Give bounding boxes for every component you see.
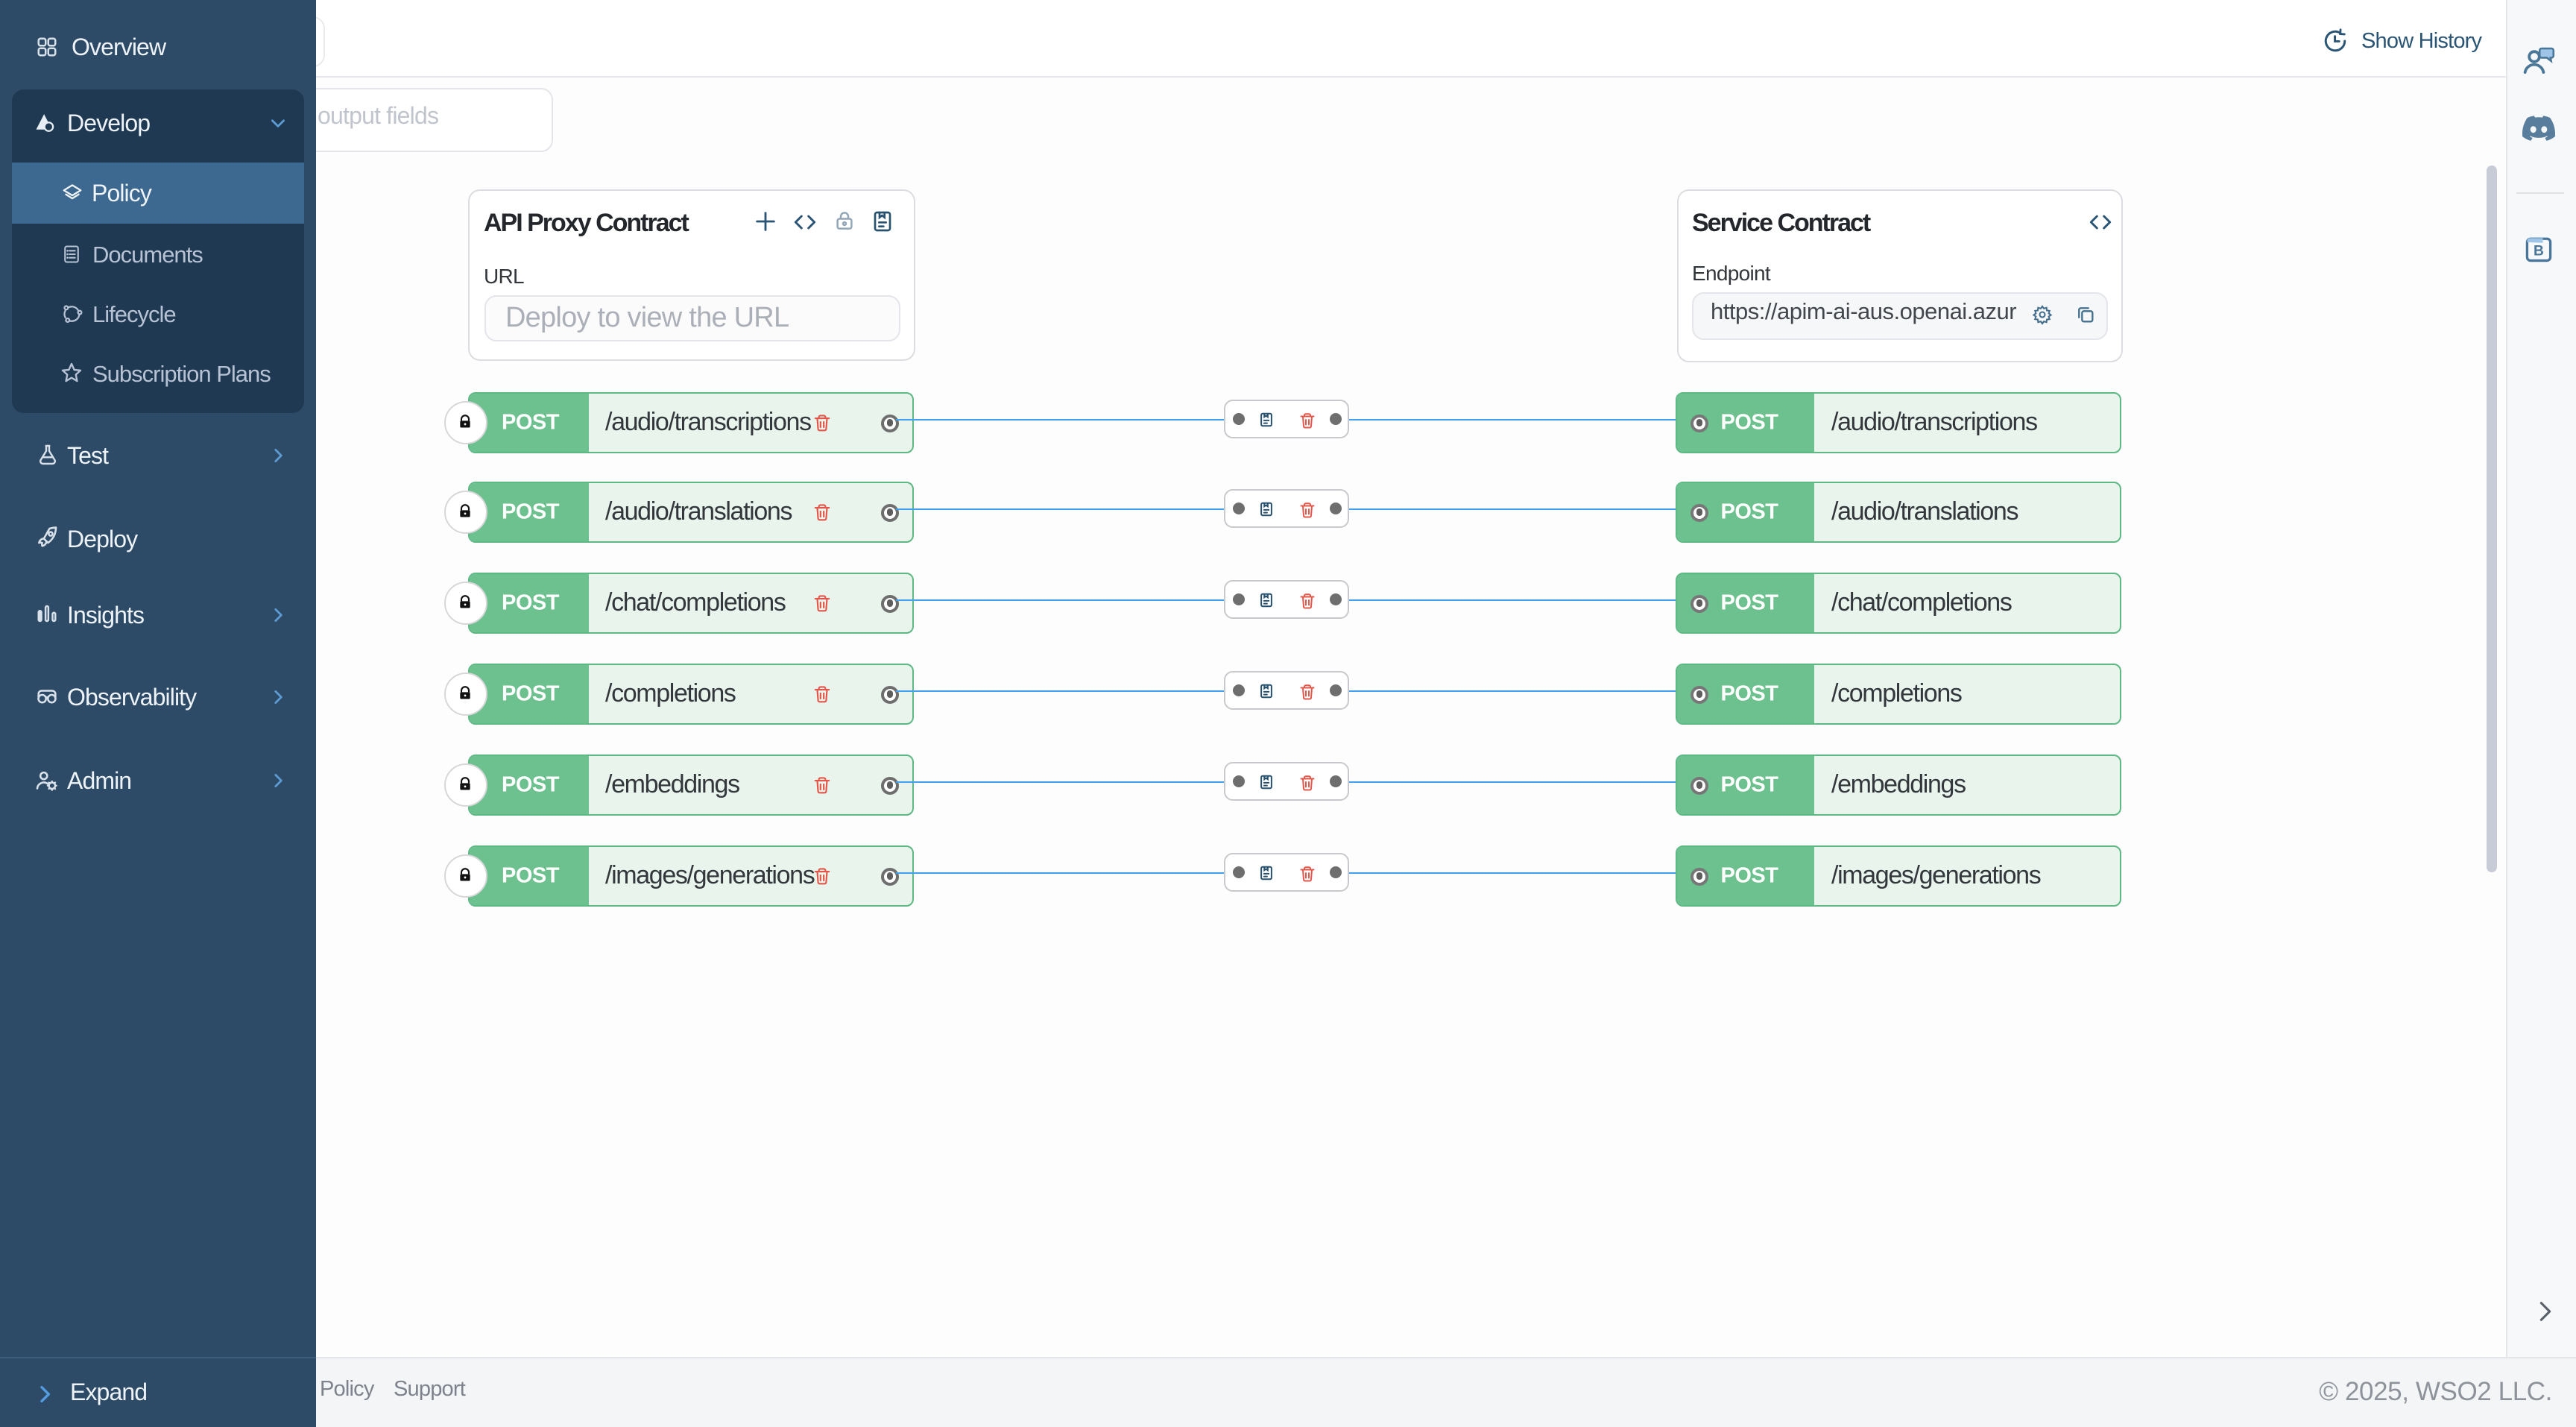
svg-text:B: B [2534,244,2544,259]
